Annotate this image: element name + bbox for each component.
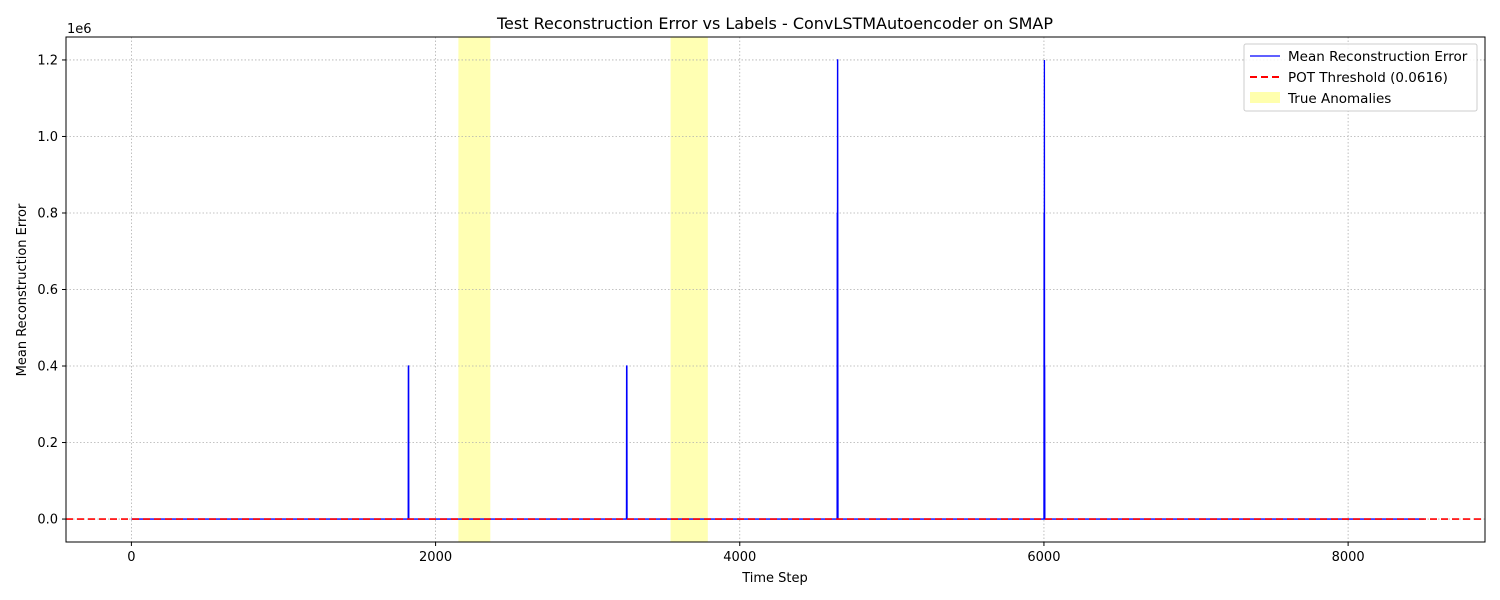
shaded-regions — [458, 37, 708, 542]
legend-label-threshold: POT Threshold (0.0616) — [1288, 70, 1448, 86]
x-tick-label: 4000 — [723, 550, 756, 565]
y-tick-label: 0.2 — [37, 436, 58, 451]
y-tick-label: 0.0 — [37, 513, 58, 528]
anomaly-region-1 — [458, 37, 491, 542]
x-tick-label: 6000 — [1027, 550, 1060, 565]
axis-ticks: 0 2000 4000 6000 8000 0.0 0.2 0.4 0.6 0.8 1.0 1.2 — [37, 53, 1364, 565]
plot-frame — [65, 36, 1486, 543]
legend: Mean Reconstruction Error POT Threshold … — [1243, 43, 1478, 112]
y-tick-label: 1.2 — [37, 53, 58, 68]
grid — [66, 37, 1485, 542]
legend-swatch-anomalies — [1250, 92, 1280, 103]
legend-label-error: Mean Reconstruction Error — [1288, 49, 1468, 65]
y-tick-label: 0.8 — [37, 206, 58, 221]
data-series — [66, 59, 1485, 520]
x-axis-label: Time Step — [741, 571, 808, 586]
legend-label-anomalies: True Anomalies — [1287, 91, 1391, 107]
series-mean-reconstruction-error — [131, 59, 1425, 520]
x-tick-label: 8000 — [1332, 550, 1365, 565]
y-axis-label: Mean Reconstruction Error — [15, 203, 30, 376]
y-tick-label: 0.6 — [37, 283, 58, 298]
y-tick-label: 0.4 — [37, 360, 58, 375]
y-tick-label: 1.0 — [37, 130, 58, 145]
y-axis-scale-label: 1e6 — [67, 22, 92, 37]
legend-box — [1243, 43, 1478, 112]
x-tick-label: 2000 — [419, 550, 452, 565]
x-tick-label: 0 — [127, 550, 135, 565]
chart-title: Test Reconstruction Error vs Labels - Co… — [496, 14, 1053, 33]
